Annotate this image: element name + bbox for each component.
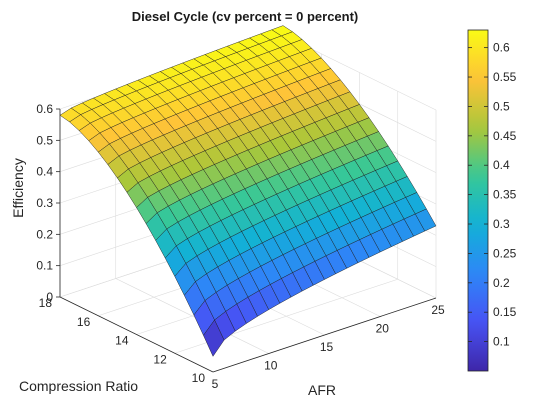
colorbar-tick-label: 0.25 bbox=[493, 246, 517, 260]
y-tick-label: 18 bbox=[39, 296, 53, 310]
surface-facet bbox=[415, 208, 437, 232]
y-tick-label: 16 bbox=[77, 315, 91, 329]
z-tick-label: 0.2 bbox=[36, 227, 53, 241]
colorbar-tick-label: 0.2 bbox=[493, 276, 510, 290]
colorbar-tick-label: 0.6 bbox=[493, 41, 510, 55]
z-tick-label: 0.3 bbox=[36, 196, 53, 210]
colorbar-tick-label: 0.55 bbox=[493, 70, 517, 84]
colorbar-tick-label: 0.45 bbox=[493, 129, 517, 143]
z-tick-label: 0.1 bbox=[36, 259, 53, 273]
y-axis-label: Compression Ratio bbox=[19, 378, 138, 394]
x-axis-label: AFR bbox=[308, 382, 336, 398]
colorbar-tick-label: 0.35 bbox=[493, 188, 517, 202]
surface-plot bbox=[59, 25, 437, 357]
y-tick-label: 14 bbox=[115, 334, 129, 348]
z-tick-label: 0.5 bbox=[36, 133, 53, 147]
z-tick-label: 0.6 bbox=[36, 102, 53, 116]
z-axis-label: Efficiency bbox=[10, 158, 26, 218]
x-tick-label: 10 bbox=[264, 359, 278, 373]
colorbar-tick-label: 0.3 bbox=[493, 217, 510, 231]
z-tick-label: 0 bbox=[46, 290, 53, 304]
x-tick-label: 15 bbox=[320, 340, 334, 354]
colorbar-ticks: 0.1 0.15 0.2 0.25 0.3 0.35 0.4 0.45 0.5 0.55 0.6 bbox=[468, 41, 517, 349]
colorbar bbox=[467, 29, 489, 372]
x-tick-label: 20 bbox=[376, 322, 390, 336]
x-tick-label: 25 bbox=[431, 303, 445, 317]
chart-title: Diesel Cycle (cv percent = 0 percent) bbox=[132, 9, 359, 24]
colorbar-tick-label: 0.15 bbox=[493, 305, 517, 319]
y-axis-ticks: 10 12 14 16 18 bbox=[39, 296, 206, 385]
y-tick-label: 10 bbox=[192, 371, 206, 385]
colorbar-tick-label: 0.1 bbox=[493, 335, 510, 349]
x-axis-ticks: 5 10 15 20 25 bbox=[212, 303, 445, 391]
colorbar-tick-label: 0.5 bbox=[493, 99, 510, 113]
z-axis-ticks: 0 0.1 0.2 0.3 0.4 0.5 0.6 bbox=[36, 102, 60, 304]
y-tick-label: 12 bbox=[153, 352, 167, 366]
x-tick-label: 5 bbox=[212, 377, 219, 391]
colorbar-tick-label: 0.4 bbox=[493, 158, 510, 172]
z-tick-label: 0.4 bbox=[36, 165, 53, 179]
